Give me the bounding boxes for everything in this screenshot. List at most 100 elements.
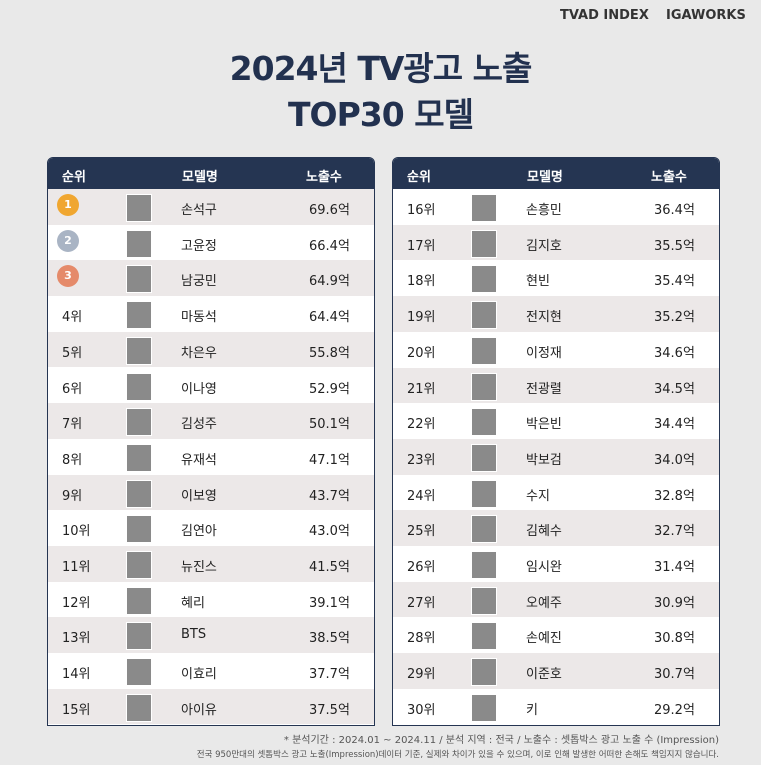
exposure: 37.7억 bbox=[309, 667, 350, 683]
model-photo bbox=[126, 372, 152, 401]
exposure: 64.9억 bbox=[309, 274, 350, 290]
model-photo bbox=[126, 265, 152, 294]
rank: 23위 bbox=[407, 452, 436, 468]
model-photo bbox=[471, 265, 497, 294]
exposure: 55.8억 bbox=[309, 345, 350, 361]
model-name: 이준호 bbox=[526, 667, 562, 683]
model-photo bbox=[471, 372, 497, 401]
table-row: 18위 현빈 35.4억 bbox=[393, 260, 719, 296]
exposure: 37.5억 bbox=[309, 702, 350, 718]
exposure: 36.4억 bbox=[654, 203, 695, 218]
logo: IGAWORKS bbox=[666, 8, 746, 23]
rank: 14위 bbox=[62, 667, 91, 683]
model-photo bbox=[126, 408, 152, 437]
table-row: 24위 수지 32.8억 bbox=[393, 475, 719, 511]
exposure: 35.2억 bbox=[654, 310, 695, 326]
column-header: 모델명 bbox=[527, 170, 563, 185]
table-row: 9위 이보영 43.7억 bbox=[48, 474, 374, 511]
exposure: 30.9억 bbox=[654, 595, 695, 611]
model-name: 박은빈 bbox=[526, 417, 562, 433]
model-photo bbox=[126, 194, 152, 222]
model-photo bbox=[126, 515, 152, 544]
rank: 18위 bbox=[407, 274, 436, 290]
table-row: 27위 오예주 30.9억 bbox=[393, 581, 719, 618]
model-name: 이효리 bbox=[181, 667, 217, 683]
exposure: 39.1억 bbox=[309, 595, 350, 611]
model-photo bbox=[126, 622, 152, 651]
table-row: 12위 혜리 39.1억 bbox=[48, 582, 374, 618]
rank: 5위 bbox=[62, 345, 83, 361]
table-row: 2 고윤정 66.4억 bbox=[48, 225, 374, 261]
ranking-table: 순위 모델명 노출수 1 손석구 69.6억 2 고윤정 66.4억 3 남궁민 64.9억 4위 마동석… bbox=[47, 157, 375, 726]
rank: 29위 bbox=[407, 667, 436, 683]
table-header: 순위 모델명 노출수 bbox=[393, 158, 719, 189]
model-name: 손예진 bbox=[526, 631, 562, 647]
model-name: 김지호 bbox=[526, 238, 562, 254]
model-name: 아이유 bbox=[181, 702, 217, 718]
table-row: 19위 전지현 35.2억 bbox=[393, 296, 719, 332]
rank: 13위 bbox=[62, 631, 91, 647]
column-header: 순위 bbox=[407, 170, 431, 185]
exposure: 64.4억 bbox=[309, 310, 350, 326]
table-row: 21위 전광렬 34.5억 bbox=[393, 367, 719, 404]
rank: 25위 bbox=[407, 524, 436, 540]
model-photo bbox=[471, 194, 497, 222]
model-photo bbox=[126, 586, 152, 615]
rank: 22위 bbox=[407, 417, 436, 433]
model-photo bbox=[471, 301, 497, 330]
model-photo bbox=[126, 658, 152, 687]
rank: 9위 bbox=[62, 488, 83, 504]
exposure: 31.4억 bbox=[654, 560, 695, 575]
exposure: 30.8억 bbox=[654, 631, 695, 647]
exposure: 50.1억 bbox=[309, 417, 350, 433]
model-photo bbox=[471, 479, 497, 508]
exposure: 38.5억 bbox=[309, 631, 350, 647]
model-name: 수지 bbox=[526, 488, 550, 504]
rank: 20위 bbox=[407, 345, 436, 361]
table-row: 29위 이준호 30.7억 bbox=[393, 653, 719, 689]
model-photo bbox=[126, 693, 152, 722]
medal-rank: 3 bbox=[57, 265, 79, 288]
model-name: 유재석 bbox=[181, 452, 217, 468]
exposure: 43.0억 bbox=[309, 524, 350, 540]
rank: 16위 bbox=[407, 203, 436, 218]
table-row: 22위 박은빈 34.4억 bbox=[393, 403, 719, 439]
model-name: 이보영 bbox=[181, 488, 217, 504]
title: 2024년 TV광고 노출 bbox=[229, 49, 533, 88]
table-row: 23위 박보검 34.0억 bbox=[393, 438, 719, 475]
model-name: 김연아 bbox=[181, 524, 217, 540]
table-row: 5위 차은우 55.8억 bbox=[48, 331, 374, 368]
model-name: 이정재 bbox=[526, 345, 562, 361]
logo: TVAD INDEX bbox=[560, 8, 649, 23]
rank: 17위 bbox=[407, 238, 436, 254]
model-photo bbox=[471, 693, 497, 722]
model-photo bbox=[471, 229, 497, 258]
rank: 27위 bbox=[407, 595, 436, 611]
medal-rank: 1 bbox=[57, 194, 79, 216]
model-photo bbox=[126, 336, 152, 365]
rank: 30위 bbox=[407, 702, 436, 718]
exposure: 30.7억 bbox=[654, 667, 695, 683]
model-name: 뉴진스 bbox=[181, 560, 217, 575]
column-header: 노출수 bbox=[306, 170, 342, 185]
exposure: 52.9억 bbox=[309, 381, 350, 397]
table-row: 13위 BTS 38.5억 bbox=[48, 617, 374, 654]
model-photo bbox=[471, 443, 497, 472]
table-row: 14위 이효리 37.7억 bbox=[48, 653, 374, 689]
exposure: 34.4억 bbox=[654, 417, 695, 433]
table-row: 10위 김연아 43.0억 bbox=[48, 510, 374, 546]
model-name: 전광렬 bbox=[526, 381, 562, 397]
model-name: BTS bbox=[181, 627, 207, 643]
model-name: 현빈 bbox=[526, 274, 550, 290]
rank: 12위 bbox=[62, 595, 91, 611]
rank: 21위 bbox=[407, 381, 436, 397]
table-row: 16위 손흥민 36.4억 bbox=[393, 189, 719, 225]
exposure: 69.6억 bbox=[309, 203, 350, 218]
column-header: 모델명 bbox=[182, 170, 218, 185]
model-photo bbox=[471, 408, 497, 437]
model-photo bbox=[471, 515, 497, 544]
table-row: 7위 김성주 50.1억 bbox=[48, 403, 374, 439]
exposure: 32.7억 bbox=[654, 524, 695, 540]
exposure: 32.8억 bbox=[654, 488, 695, 504]
